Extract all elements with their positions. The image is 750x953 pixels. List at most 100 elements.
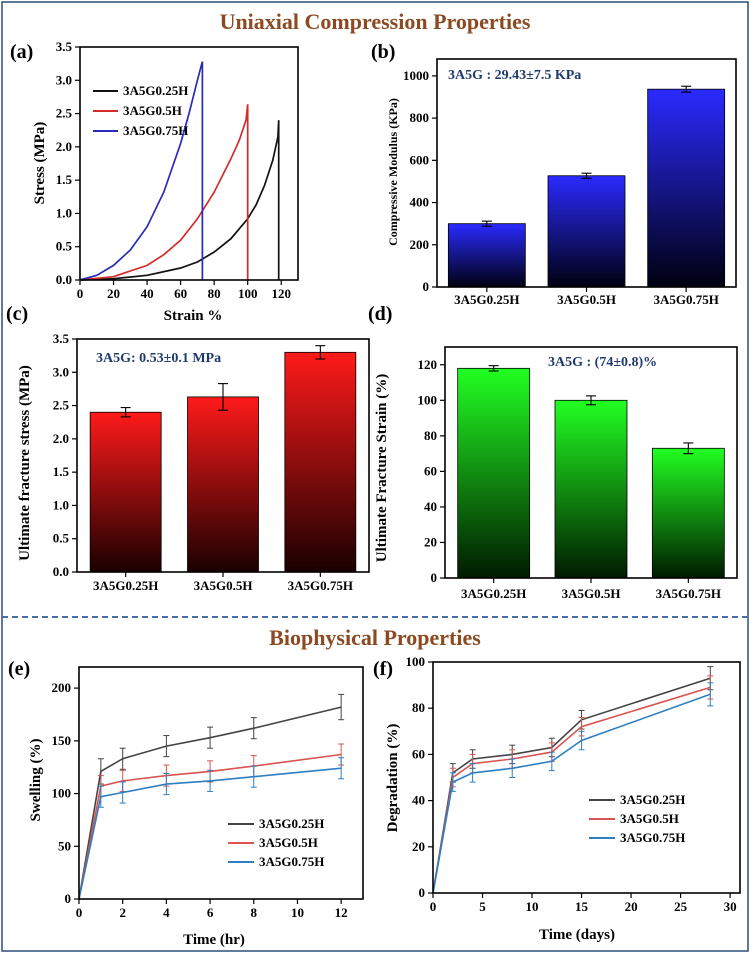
x-tick-label-e: 10 [291,905,304,920]
y-tick-label-d: 20 [424,534,437,549]
plot-frame-f [432,661,741,894]
x-tick-label-f: 0 [430,899,437,914]
panel-label-e: (e) [8,658,30,680]
x-tick-label-f: 10 [526,899,539,914]
x-tick-label-a: 0 [77,286,84,301]
y-tick-label-c: 3.0 [53,364,69,379]
y-tick-label-a: 2.0 [56,139,72,154]
axis-title-e-x: Time (hr) [183,932,245,948]
x-tick-label-f: 5 [479,899,486,914]
y-tick-label-c: 1.5 [53,464,70,479]
y-tick-label-d: 0 [431,570,438,585]
y-tick-label-a: 3.0 [56,72,72,87]
x-tick-label-a: 40 [141,286,154,301]
panel-label-f: (f) [373,658,393,680]
plot-frame-c [76,338,370,573]
annotation-b: 3A5G : 29.43±7.5 KPa [448,68,581,83]
legend-label-a: 3A5G0.5H [123,103,182,118]
y-tick-label-f: 20 [412,839,425,854]
y-tick-label-c: 2.5 [53,398,70,413]
chart-a-stress-strain: 0.0 0.5 1.0 1.5 2.0 2.5 3.0 3.5 0 20 40 60 80 100 120 3… [56,39,299,301]
y-tick-label-d: 120 [418,357,438,372]
legend-label-e: 3A5G0.75H [259,854,324,869]
y-tick-label-a: 0.0 [56,272,72,287]
legend-label-f: 3A5G0.25H [620,792,685,807]
panel-label-c: (c) [6,303,28,325]
y-tick-label-d: 60 [424,463,437,478]
y-tick-label-d: 40 [424,499,437,514]
bar-c-3A5G0.5H [187,396,259,573]
y-tick-label-f: 100 [406,654,426,669]
axis-title-f-y: Degradation (%) [385,724,401,833]
category-label-b: 3A5G0.25H [454,292,519,307]
category-label-d: 3A5G0.75H [656,586,721,601]
y-tick-label-f: 60 [412,746,425,761]
bar-b-3A5G0.75H [647,88,726,288]
x-tick-label-f: 30 [724,899,737,914]
panel-label-b: (b) [371,41,395,63]
y-tick-label-e: 0 [65,891,72,906]
bar-d-3A5G0.75H [651,447,725,579]
x-tick-label-e: 8 [251,905,258,920]
plot-frame-a [79,46,299,281]
header-bottom: Biophysical Properties [269,625,481,650]
x-tick-label-a: 60 [174,286,187,301]
annotation-c: 3A5G: 0.53±0.1 MPa [96,351,221,366]
bar-c-3A5G0.25H [89,411,162,573]
legend-label-e: 3A5G0.5H [259,835,318,850]
bar-b-3A5G0.5H [547,175,626,288]
bar-c-3A5G0.75H [284,351,357,573]
panel-label-a: (a) [10,41,33,63]
plot-frame-d [444,346,738,579]
axis-title-b-y: Compressive Modulus (KPa) [386,98,400,246]
axis-title-c-y: Ultimate fracture stress (MPa) [17,365,33,561]
axis-title-e-y: Swelling (%) [28,739,44,822]
bar-d-3A5G0.5H [554,399,628,579]
category-label-b: 3A5G0.5H [557,292,616,307]
x-tick-label-a: 80 [208,286,221,301]
y-tick-label-e: 150 [52,733,72,748]
y-tick-label-e: 100 [52,786,72,801]
y-tick-label-c: 1.0 [53,497,69,512]
legend-label-f: 3A5G0.5H [620,811,679,826]
category-label-b: 3A5G0.75H [653,292,718,307]
y-tick-label-b: 400 [410,195,430,210]
legend-label-a: 3A5G0.75H [123,123,188,138]
chart-e-swelling: 0 50 100 150 200 0 2 4 6 8 10 12 3A5G0.25H 3A5G0.5H 3A… [52,666,364,920]
x-tick-label-e: 0 [76,905,83,920]
header-top: Uniaxial Compression Properties [220,9,531,34]
y-tick-label-d: 100 [418,392,438,407]
plot-frame-e [78,666,364,900]
y-tick-label-a: 3.5 [56,39,73,54]
x-tick-label-e: 4 [163,905,170,920]
y-tick-label-a: 2.5 [56,106,73,121]
series-line-a-3A5G0.75H [79,61,204,281]
y-tick-label-a: 1.0 [56,205,72,220]
x-tick-label-e: 6 [207,905,214,920]
y-tick-label-b: 200 [410,237,430,252]
category-label-d: 3A5G0.25H [461,586,526,601]
plot-frame-b [436,58,737,288]
series-line-a-3A5G0.5H [79,104,249,281]
series-line-a-3A5G0.25H [79,120,280,281]
bar-d-3A5G0.25H [457,367,531,579]
x-tick-label-f: 25 [674,899,688,914]
y-tick-label-c: 0.0 [53,564,69,579]
legend-label-a: 3A5G0.25H [123,83,188,98]
x-tick-label-a: 100 [238,286,258,301]
x-tick-label-e: 2 [119,905,126,920]
y-tick-label-a: 0.5 [56,239,73,254]
chart-b-compressive-modulus: 0 200 400 600 800 1000 3A5G0.25H 3A5G0.5H 3A5G0.… [403,58,737,307]
y-tick-label-f: 80 [412,700,425,715]
axis-title-a-x: Strain % [164,308,223,324]
panel-label-d: (d) [368,303,392,325]
x-tick-label-e: 12 [335,905,348,920]
y-tick-label-e: 200 [52,680,72,695]
y-tick-label-b: 1000 [403,68,429,83]
y-tick-label-b: 800 [410,110,430,125]
category-label-c: 3A5G0.25H [93,578,158,593]
y-tick-label-b: 0 [423,279,430,294]
